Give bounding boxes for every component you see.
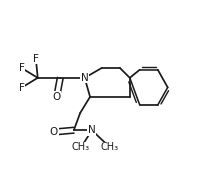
Text: N: N bbox=[81, 73, 89, 83]
Text: N: N bbox=[88, 125, 96, 135]
Text: O: O bbox=[53, 92, 61, 102]
Text: O: O bbox=[50, 127, 58, 137]
Text: F: F bbox=[33, 54, 39, 64]
Text: CH₃: CH₃ bbox=[101, 142, 119, 152]
Text: F: F bbox=[19, 63, 24, 73]
Text: CH₃: CH₃ bbox=[72, 142, 90, 152]
Text: F: F bbox=[19, 83, 24, 93]
